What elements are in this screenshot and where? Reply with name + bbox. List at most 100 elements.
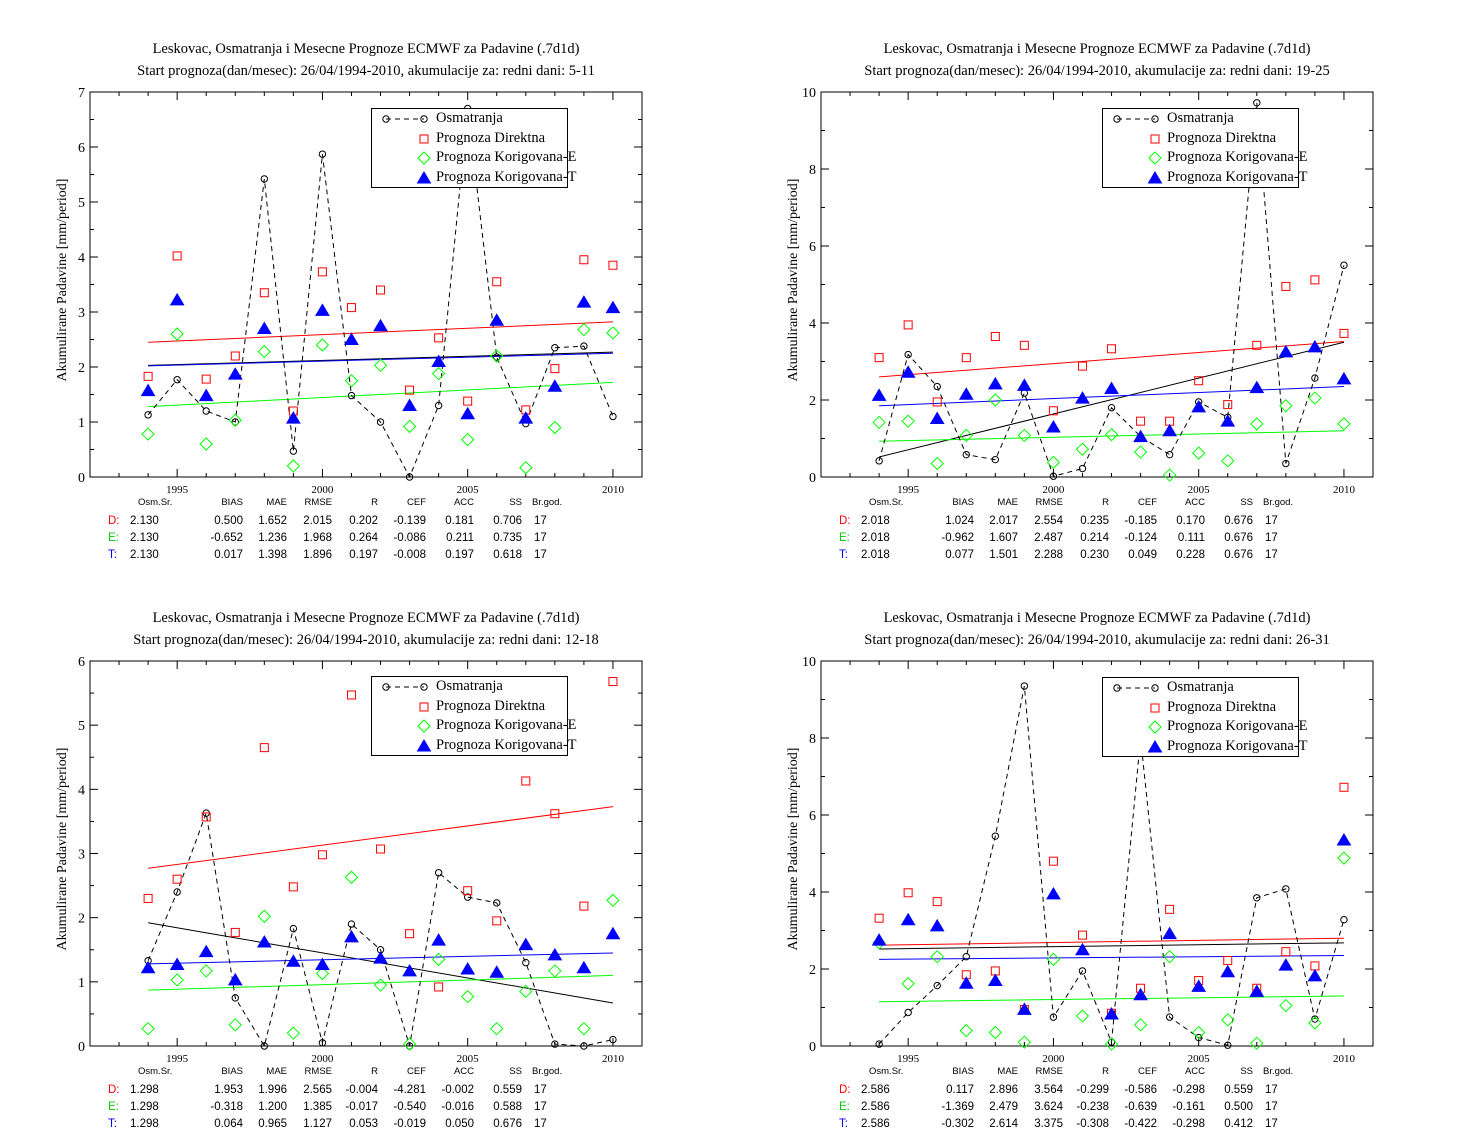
point-direct bbox=[492, 916, 502, 926]
stats-cell: 1.298 bbox=[130, 1100, 159, 1113]
stats-cell: -0.540 bbox=[393, 1100, 426, 1113]
point-corrT bbox=[227, 367, 243, 380]
stats-cell: 1.652 bbox=[258, 514, 287, 527]
legend-marker bbox=[1113, 115, 1121, 123]
point-corrT bbox=[605, 926, 621, 940]
chart-subtitle: Start prognoza(dan/mesec): 26/04/1994-20… bbox=[864, 63, 1330, 79]
point-corrT bbox=[1162, 423, 1178, 437]
trend-line-corrE bbox=[148, 974, 613, 991]
point-corrE bbox=[199, 964, 213, 978]
point-obs bbox=[493, 353, 501, 361]
legend: Osmatranja Prognoza Direktna Prognoza Kori… bbox=[371, 108, 577, 188]
point-corrE bbox=[228, 413, 242, 428]
point-corrE bbox=[1104, 427, 1119, 442]
point-corrT bbox=[169, 957, 185, 971]
stats-cell: 0.500 bbox=[214, 514, 243, 527]
point-direct bbox=[874, 913, 884, 923]
stats-header: CEF bbox=[407, 497, 426, 508]
point-direct bbox=[172, 251, 182, 261]
point-direct bbox=[1339, 328, 1349, 338]
stats-table: Osm.Sr. BIAS MAE RMSE R CEF ACC SS Br.god. D: 1.29… bbox=[108, 1066, 570, 1132]
stats-cell: 0.211 bbox=[446, 531, 474, 544]
point-corrT bbox=[958, 976, 974, 989]
legend-label: Prognoza Direktna bbox=[1167, 129, 1277, 146]
stats-cell: -4.281 bbox=[393, 1083, 426, 1096]
y-tick-label: 3 bbox=[78, 306, 85, 321]
y-tick-label: 3 bbox=[78, 848, 85, 863]
y-tick-label: 2 bbox=[809, 394, 816, 409]
stats-cell: 2.487 bbox=[1034, 531, 1063, 544]
point-corrE bbox=[431, 366, 446, 381]
point-obs bbox=[1194, 1033, 1203, 1042]
point-corrE bbox=[286, 1026, 301, 1040]
point-corrE bbox=[344, 374, 359, 388]
x-tick-label: 2005 bbox=[457, 484, 480, 496]
point-obs bbox=[1253, 99, 1261, 107]
point-direct bbox=[405, 929, 415, 939]
point-corrE bbox=[1191, 1025, 1206, 1040]
stats-cell: 2.018 bbox=[861, 531, 890, 544]
x-tick-label: 2000 bbox=[1042, 1053, 1065, 1065]
stats-cell: 1.996 bbox=[258, 1083, 287, 1096]
plot-svg: 0 2 4 6 8 10 1995 2000 2005 2010 bbox=[802, 655, 1374, 1065]
point-obs bbox=[434, 869, 443, 877]
point-corrT bbox=[1278, 958, 1294, 971]
y-tick-label: 0 bbox=[809, 1040, 816, 1055]
legend-marker bbox=[416, 170, 432, 183]
stats-cell: -0.298 bbox=[1172, 1117, 1205, 1130]
legend-label: Prognoza Korigovana-T bbox=[1167, 168, 1308, 185]
point-direct bbox=[492, 277, 502, 287]
point-corrT bbox=[1075, 391, 1090, 404]
stats-cell: -0.298 bbox=[1172, 1083, 1205, 1096]
point-corrE bbox=[988, 1025, 1003, 1040]
legend-marker bbox=[1150, 703, 1160, 712]
point-corrT bbox=[256, 935, 272, 948]
legend-label: Prognoza Direktna bbox=[436, 129, 546, 146]
point-obs bbox=[289, 447, 298, 455]
stats-row: D: 2.130 0.500 1.652 2.015 0.202 -0.139 0.181 0.… bbox=[108, 512, 570, 529]
point-obs bbox=[1049, 1013, 1058, 1021]
y-tick-label: 4 bbox=[809, 317, 816, 332]
point-corrE bbox=[548, 964, 562, 978]
stats-cell: 2.479 bbox=[989, 1100, 1018, 1113]
stats-cell: 1.501 bbox=[989, 548, 1018, 561]
legend-symbol-direct bbox=[1150, 703, 1160, 712]
stats-cell: 3.624 bbox=[1034, 1100, 1063, 1113]
y-tick-label: 1 bbox=[78, 416, 85, 431]
point-direct bbox=[230, 927, 240, 937]
point-obs bbox=[875, 457, 883, 465]
point-corrE bbox=[490, 1021, 504, 1036]
legend-item: Prognoza Korigovana-E bbox=[1103, 717, 1308, 737]
stats-header: BIAS bbox=[952, 497, 974, 508]
trend-line-direct bbox=[879, 340, 1344, 378]
legend-marker bbox=[419, 702, 429, 711]
stats-cell: 0.117 bbox=[946, 1083, 974, 1096]
point-corrE bbox=[872, 415, 886, 430]
point-direct bbox=[1281, 947, 1291, 957]
point-corrT bbox=[605, 300, 621, 314]
point-obs bbox=[904, 1008, 912, 1017]
point-corrE bbox=[402, 1037, 417, 1051]
legend-item: Prognoza Direktna bbox=[1103, 698, 1298, 718]
stats-row-label: T: bbox=[108, 548, 117, 561]
stats-row-label: T: bbox=[839, 548, 848, 561]
point-obs bbox=[1340, 916, 1348, 924]
point-corrE bbox=[1046, 952, 1061, 967]
stats-header: RMSE bbox=[304, 497, 332, 508]
x-tick-label: 2000 bbox=[311, 1053, 334, 1065]
stats-cell: 0.228 bbox=[1176, 548, 1205, 561]
point-corrT bbox=[460, 406, 476, 420]
point-obs bbox=[1078, 967, 1087, 975]
stats-cell: -0.185 bbox=[1124, 514, 1157, 527]
stats-row-label: E: bbox=[108, 531, 119, 544]
point-direct bbox=[1339, 782, 1349, 792]
point-obs bbox=[580, 1042, 588, 1050]
legend-label: Prognoza Korigovana-E bbox=[1167, 718, 1308, 734]
point-corrT bbox=[1249, 984, 1265, 997]
point-corrT bbox=[344, 929, 359, 943]
point-corrT bbox=[547, 947, 563, 961]
y-tick-label: 2 bbox=[78, 361, 85, 376]
stats-cell: 0.559 bbox=[493, 1083, 522, 1096]
point-obs bbox=[933, 981, 941, 990]
point-direct bbox=[1048, 406, 1058, 416]
